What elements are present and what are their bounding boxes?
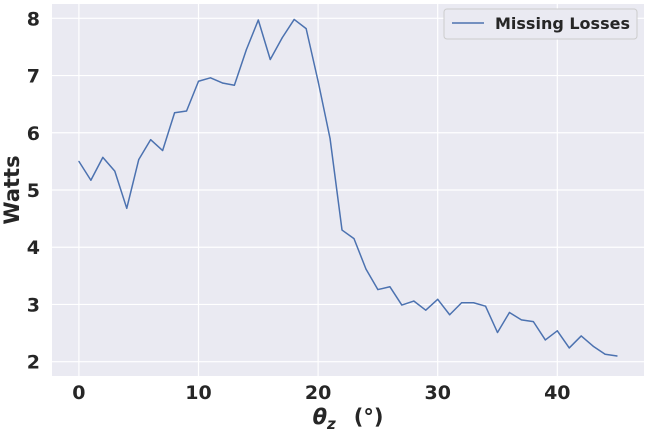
series-line-missing-losses: [78, 18, 618, 357]
data-point: [365, 268, 367, 270]
y-tick-label: 7: [27, 66, 40, 88]
data-point: [389, 286, 391, 288]
y-tick-label: 8: [27, 8, 40, 30]
data-point: [197, 80, 200, 82]
data-point: [532, 321, 534, 323]
y-tick-label: 5: [27, 180, 40, 202]
data-point: [329, 137, 331, 140]
data-point: [425, 309, 427, 311]
data-point: [592, 345, 594, 347]
data-point: [162, 149, 164, 152]
y-tick-labels: 2 3 4 5 6 7 8: [27, 8, 40, 373]
y-tick-label: 2: [27, 352, 40, 374]
data-point: [233, 84, 235, 86]
x-axis-label: θz (°): [313, 405, 384, 432]
data-point: [126, 207, 128, 209]
legend-box: [443, 8, 638, 40]
data-point: [102, 156, 104, 158]
grid-lines: [52, 4, 644, 376]
data-point: [90, 179, 92, 181]
data-point: [520, 319, 523, 321]
y-tick-label: 6: [27, 123, 40, 145]
data-point: [508, 311, 511, 314]
data-point: [353, 238, 355, 240]
legend: Missing Losses: [443, 8, 638, 40]
data-point: [556, 330, 558, 332]
series-lines: [78, 18, 618, 357]
data-point: [496, 331, 499, 334]
data-point: [317, 80, 319, 82]
data-point: [221, 82, 224, 84]
x-tick-label: 30: [424, 382, 450, 404]
data-point: [604, 353, 606, 355]
data-point: [449, 314, 451, 316]
data-point: [209, 77, 212, 79]
data-point: [413, 300, 415, 302]
data-point: [544, 339, 546, 341]
data-point: [568, 347, 570, 349]
data-point: [269, 58, 271, 61]
x-tick-labels: 0 10 20 30 40: [72, 382, 570, 404]
data-point: [257, 19, 259, 21]
data-point: [138, 159, 140, 161]
y-axis-label: Watts: [0, 155, 24, 224]
legend-label-missing-losses: Missing Losses: [495, 14, 630, 33]
data-point: [305, 28, 307, 30]
data-point: [377, 288, 379, 291]
data-point: [461, 302, 463, 304]
x-axis-symbol: θ: [313, 405, 327, 429]
x-axis-unit: (°): [354, 405, 384, 429]
x-tick-label: 40: [544, 382, 570, 404]
data-point: [472, 302, 475, 304]
x-axis-subscript: z: [326, 415, 336, 432]
x-tick-label: 0: [72, 382, 85, 404]
x-tick-label: 20: [305, 382, 331, 404]
data-point: [293, 18, 295, 21]
data-point: [185, 110, 188, 112]
data-point: [173, 112, 176, 114]
data-point: [78, 160, 80, 162]
data-point: [245, 49, 247, 51]
data-point: [341, 229, 343, 231]
data-point: [401, 304, 403, 306]
data-point: [484, 305, 487, 307]
data-point: [437, 298, 439, 300]
data-point: [616, 355, 618, 357]
data-point: [150, 139, 152, 141]
y-tick-label: 3: [27, 294, 40, 316]
data-point: [114, 170, 116, 172]
y-tick-label: 4: [27, 237, 40, 259]
data-point: [580, 335, 582, 337]
x-tick-label: 10: [185, 382, 211, 404]
data-point: [281, 37, 283, 39]
